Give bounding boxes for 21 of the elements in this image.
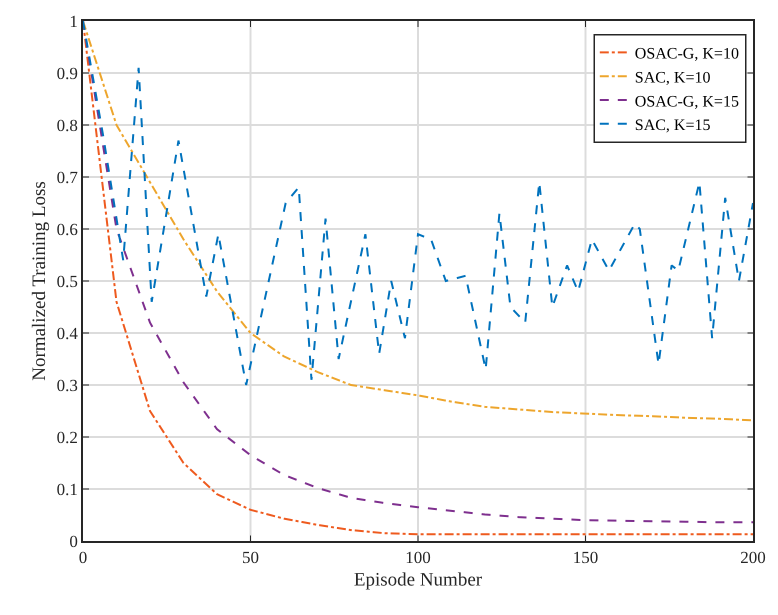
y-axis-title: Normalized Training Loss [28, 181, 50, 381]
y-tick-label: 0.1 [56, 480, 78, 499]
y-tick-label: 0.5 [56, 272, 78, 291]
legend-label: SAC, K=10 [634, 69, 711, 86]
x-tick-label: 150 [572, 548, 598, 568]
y-tick-label: 0.3 [56, 376, 78, 395]
x-tick-label: 50 [242, 548, 259, 568]
y-tick-label: 1 [69, 12, 78, 31]
x-tick-label: 200 [740, 548, 766, 568]
legend-label: OSAC-G, K=10 [634, 46, 739, 63]
y-tick-label: 0.8 [56, 116, 78, 135]
y-tick-label: 0.4 [56, 324, 78, 343]
legend-label: OSAC-G, K=15 [634, 93, 739, 110]
y-tick-label: 0 [69, 532, 78, 551]
y-tick-label: 0.9 [56, 64, 78, 83]
y-tick-label: 0.7 [56, 168, 78, 187]
legend-label: SAC, K=15 [634, 117, 711, 134]
x-axis-title: Episode Number [354, 569, 483, 590]
y-tick-label: 0.6 [56, 220, 78, 239]
x-tick-label: 100 [405, 548, 431, 568]
y-tick-label: 0.2 [56, 428, 78, 447]
